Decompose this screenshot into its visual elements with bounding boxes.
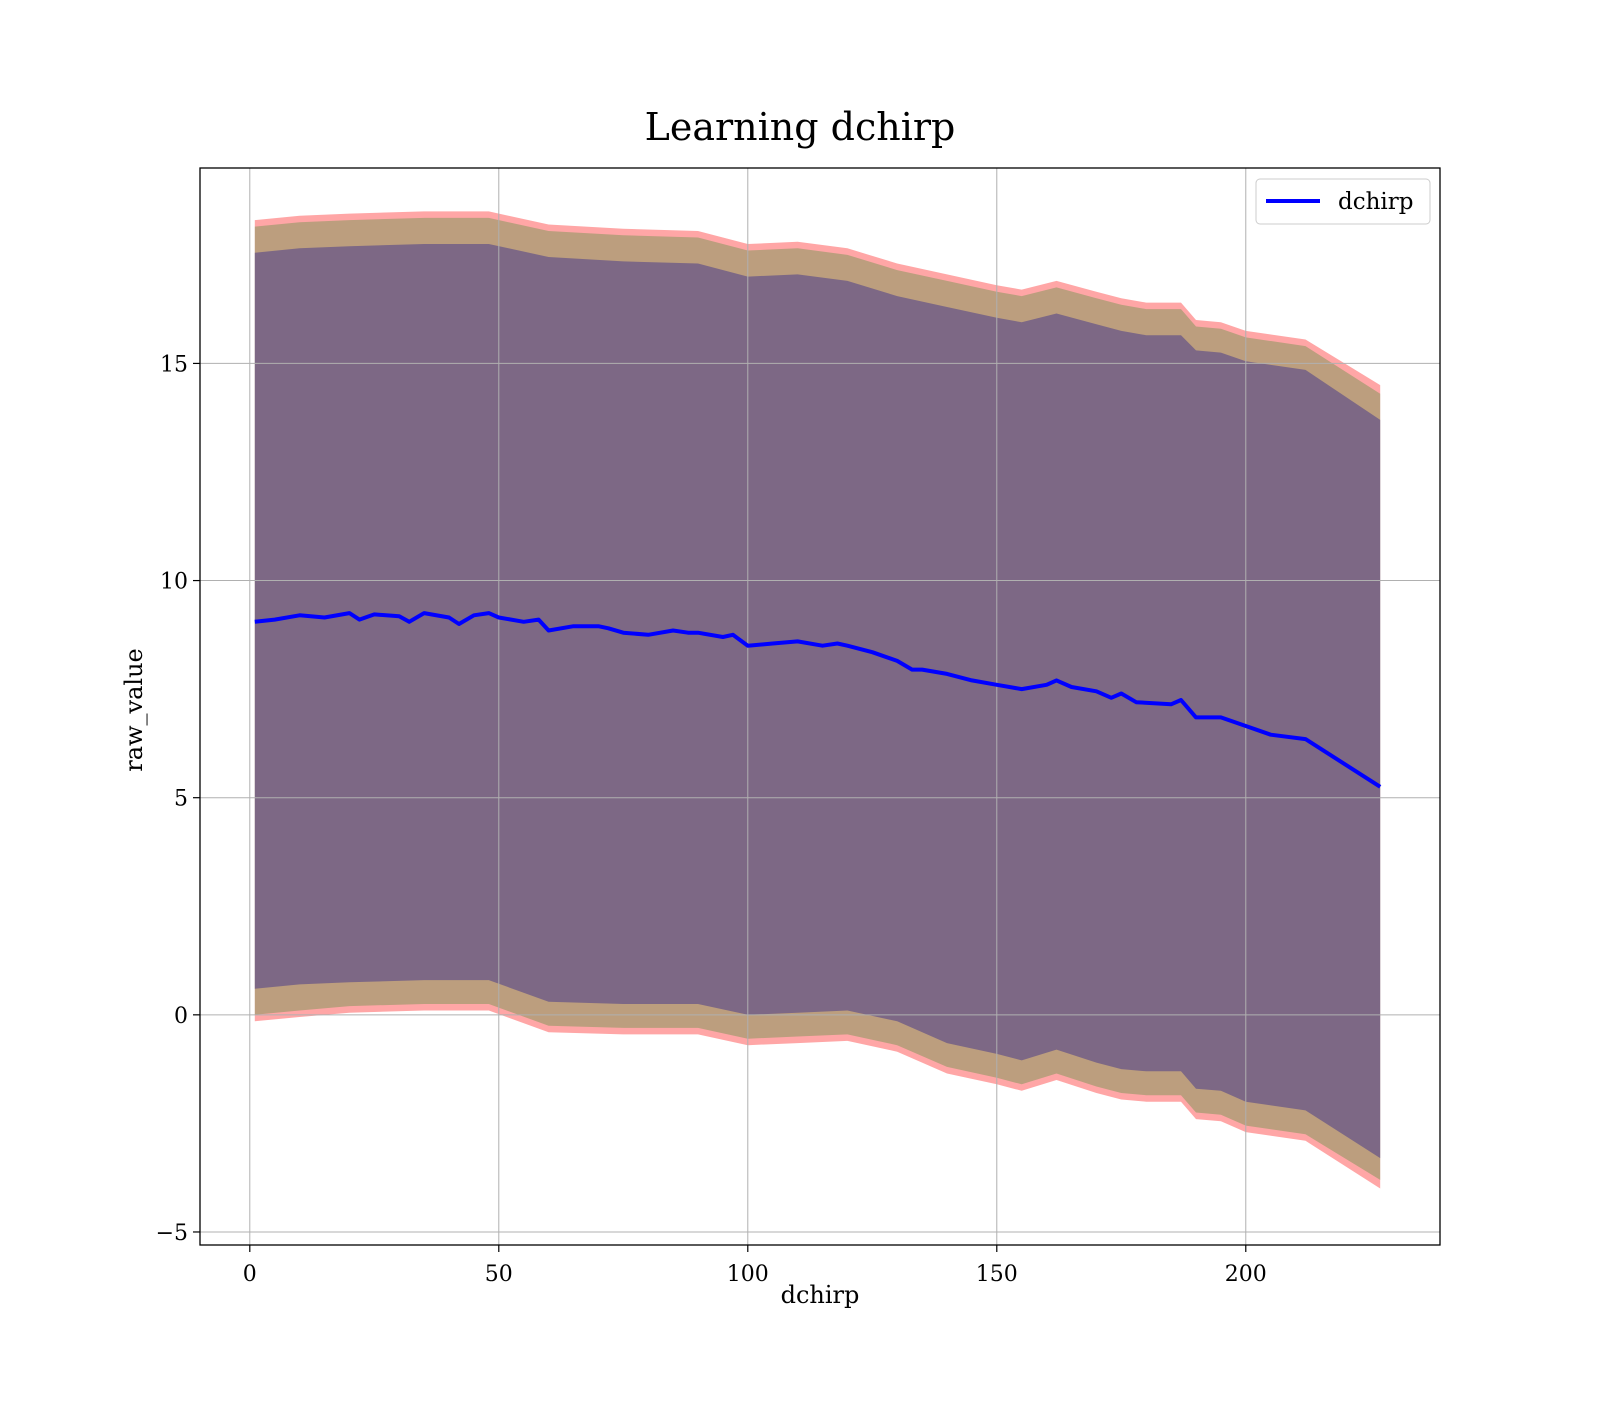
y-tick-label: 15 [160, 352, 188, 377]
y-tick-label: 0 [174, 1004, 188, 1029]
confidence-bands [254, 211, 1381, 1189]
x-tick-label: 150 [976, 1262, 1018, 1287]
y-tick-label: 5 [174, 787, 188, 812]
y-axis-label: raw_value [120, 648, 148, 772]
chart-title: Learning dchirp [645, 105, 956, 149]
legend-box [1255, 178, 1431, 225]
x-tick-label: 50 [485, 1262, 513, 1287]
axis-ticks: 0 50 100 150 200 −5 0 5 10 15 [156, 352, 1267, 1287]
legend: dchirp [1255, 178, 1431, 225]
confidence-band-2 [254, 244, 1381, 1159]
x-tick-label: 200 [1225, 1262, 1267, 1287]
x-axis-label: dchirp [781, 1281, 860, 1309]
series-line-dchirp [254, 611, 1382, 789]
series-lines [254, 611, 1382, 789]
y-tick-label: 10 [160, 570, 188, 595]
grid-lines [200, 168, 1440, 1245]
y-tick-label: −5 [156, 1221, 188, 1246]
legend-entry-label: dchirp [1338, 189, 1414, 215]
plot-frame [199, 167, 1441, 1246]
x-tick-label: 0 [243, 1262, 257, 1287]
x-tick-label: 100 [727, 1262, 769, 1287]
